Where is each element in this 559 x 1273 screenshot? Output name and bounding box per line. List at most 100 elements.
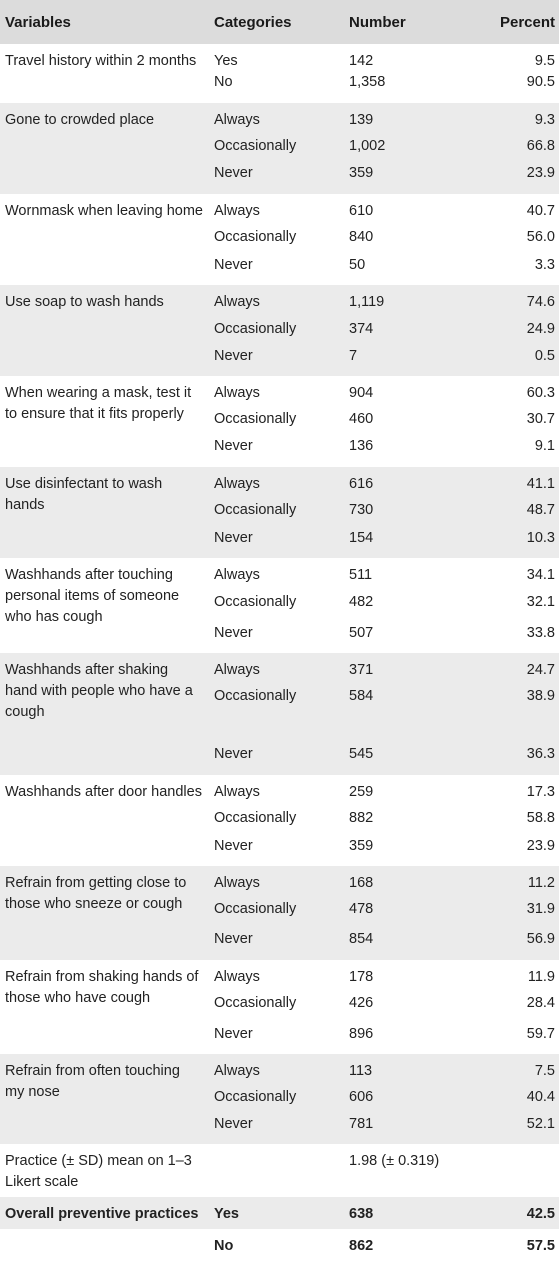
- variable-cell: When wearing a mask, test it to ensure t…: [5, 385, 192, 422]
- percent-value: 9.1: [534, 438, 555, 454]
- header-variables: Variables: [5, 13, 71, 31]
- number-value: 545: [349, 746, 374, 762]
- category-value: Never: [214, 746, 253, 762]
- table-row: Travel history within 2 months Yes No 142 1,…: [0, 44, 559, 103]
- number-value: 7: [349, 348, 358, 364]
- table-row: Washhands after touching personal items …: [0, 558, 559, 653]
- category-value: Occasionally: [214, 995, 297, 1011]
- variable-cell: Refrain from shaking hands of those who …: [5, 969, 199, 1006]
- number-value: 1,358: [349, 74, 386, 90]
- number-cell: 178 426 896: [344, 960, 496, 1054]
- number-cell: 139 1,002 359: [344, 103, 496, 194]
- category-value: Never: [214, 1116, 253, 1132]
- category-value: Occasionally: [214, 138, 297, 154]
- table-row: Overall preventive practices Yes 638 42.5: [0, 1197, 559, 1229]
- number-value: 511: [349, 567, 373, 583]
- percent-cell: 11.9 28.4 59.7: [496, 960, 559, 1054]
- percent-cell: 34.1 32.1 33.8: [496, 558, 559, 653]
- percent-value: 9.5: [534, 53, 555, 69]
- number-value: 1,002: [349, 138, 386, 154]
- percent-cell: 11.2 31.9 56.9: [496, 866, 559, 960]
- category-value: Never: [214, 348, 253, 364]
- percent-cell: 9.3 66.8 23.9: [496, 103, 559, 194]
- variable-cell: Gone to crowded place: [5, 112, 155, 128]
- variable-cell: Washhands after shaking hand with people…: [5, 662, 193, 720]
- category-value: Occasionally: [214, 321, 297, 337]
- header-number: Number: [349, 13, 406, 31]
- category-value: Always: [214, 784, 260, 800]
- percent-value: 90.5: [526, 74, 555, 90]
- number-value: 426: [349, 995, 374, 1011]
- number-value: 142: [349, 53, 374, 69]
- percent-cell: [496, 1144, 559, 1197]
- category-value: Never: [214, 165, 253, 181]
- number-value: 840: [349, 229, 374, 245]
- number-value: 882: [349, 810, 374, 826]
- category-value: No: [214, 74, 233, 90]
- number-cell: 1,119 374 7: [344, 285, 496, 376]
- category-value: Never: [214, 438, 253, 454]
- table-row: Refrain from shaking hands of those who …: [0, 960, 559, 1054]
- number-value: 374: [349, 321, 374, 337]
- percent-cell: 41.1 48.7 10.3: [496, 467, 559, 558]
- category-cell: Always Occasionally Never: [209, 103, 344, 194]
- number-value: 507: [349, 625, 374, 641]
- number-value: 359: [349, 165, 374, 181]
- percent-value: 7.5: [534, 1063, 555, 1079]
- number-cell: 862: [349, 1238, 374, 1254]
- category-value: Occasionally: [214, 411, 297, 427]
- variable-cell: Practice (± SD) mean on 1–3 Likert scale: [5, 1153, 192, 1190]
- percent-value: 23.9: [526, 838, 555, 854]
- percent-value: 52.1: [526, 1116, 555, 1132]
- percent-value: 31.9: [526, 901, 555, 917]
- percent-value: 38.9: [526, 688, 555, 704]
- percent-value: 0.5: [534, 348, 555, 364]
- percent-cell: 60.3 30.7 9.1: [496, 376, 559, 467]
- table-row: Use soap to wash hands Always Occasionally…: [0, 285, 559, 376]
- percent-value: 28.4: [526, 995, 555, 1011]
- category-cell: Always Occasionally Never: [209, 376, 344, 467]
- number-value: 259: [349, 784, 374, 800]
- category-cell: Yes No: [209, 44, 344, 103]
- percent-cell: 57.5: [526, 1238, 555, 1254]
- category-value: Always: [214, 969, 260, 985]
- percent-value: 17.3: [526, 784, 555, 800]
- number-value: 610: [349, 203, 374, 219]
- number-value: 781: [349, 1116, 374, 1132]
- category-value: Occasionally: [214, 594, 297, 610]
- table-row: Gone to crowded place Always Occasionally N…: [0, 103, 559, 194]
- percent-value: 33.8: [526, 625, 555, 641]
- category-cell: Always Occasionally Never: [209, 775, 344, 866]
- category-value: Always: [214, 476, 260, 492]
- category-cell: Yes: [214, 1206, 239, 1222]
- percent-value: 40.7: [526, 203, 555, 219]
- category-cell: Always Occasionally Never: [209, 653, 344, 775]
- number-value: 478: [349, 901, 374, 917]
- number-value: 854: [349, 931, 374, 947]
- number-value: 606: [349, 1089, 374, 1105]
- percent-value: 41.1: [526, 476, 555, 492]
- category-value: Occasionally: [214, 810, 297, 826]
- number-value: 616: [349, 476, 374, 492]
- category-value: Always: [214, 294, 260, 310]
- category-value: Always: [214, 1063, 260, 1079]
- number-value: 482: [349, 594, 374, 610]
- category-cell: Always Occasionally Never: [209, 194, 344, 285]
- variable-cell: Use disinfectant to wash hands: [5, 476, 163, 513]
- table-row: Use disinfectant to wash hands Always Occa…: [0, 467, 559, 558]
- percent-value: 9.3: [534, 112, 555, 128]
- table-row: Refrain from often touching my nose Alway…: [0, 1054, 559, 1144]
- percent-cell: 24.7 38.9 36.3: [496, 653, 559, 775]
- number-value: 896: [349, 1026, 374, 1042]
- number-cell: 259 882 359: [344, 775, 496, 866]
- percent-value: 56.9: [526, 931, 555, 947]
- category-value: Never: [214, 530, 253, 546]
- number-cell: 610 840 50: [344, 194, 496, 285]
- number-value: 168: [349, 875, 374, 891]
- variable-cell: Use soap to wash hands: [5, 294, 164, 310]
- number-value: 460: [349, 411, 374, 427]
- category-cell: [209, 1144, 344, 1197]
- category-value: Never: [214, 1026, 253, 1042]
- category-value: Occasionally: [214, 502, 297, 518]
- percent-value: 24.9: [526, 321, 555, 337]
